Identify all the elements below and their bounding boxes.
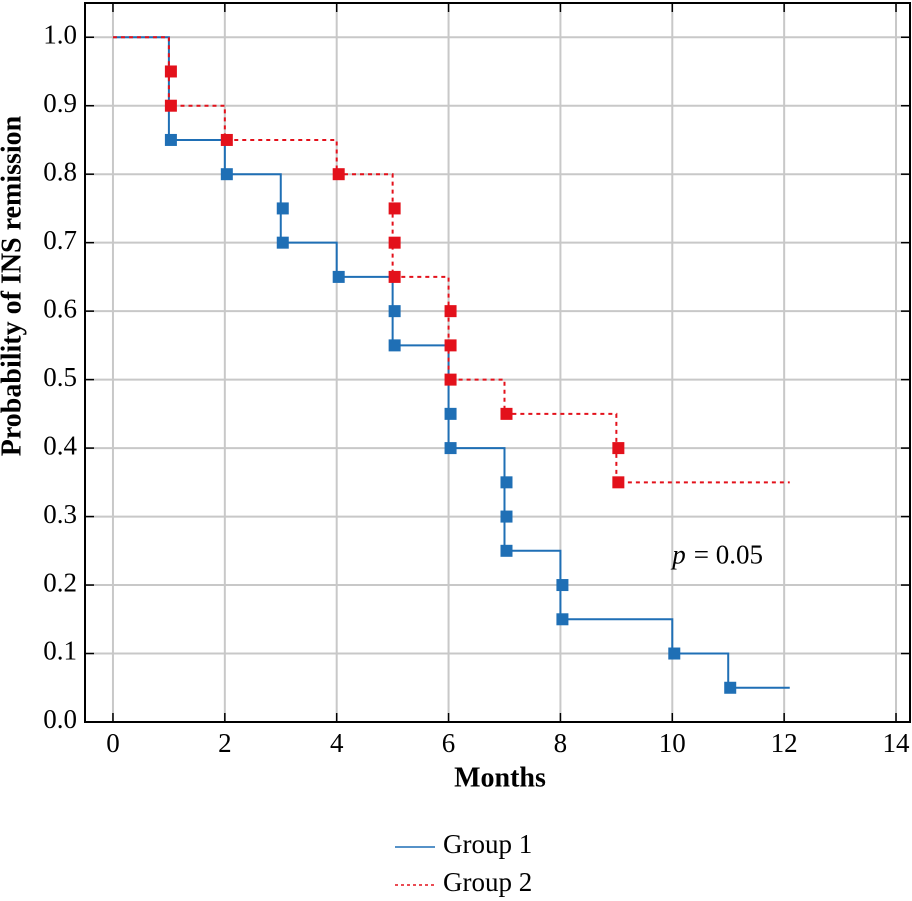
censor-marker (388, 339, 401, 352)
x-axis-label: Months (454, 762, 546, 793)
censor-marker (332, 168, 345, 181)
censor-marker (388, 270, 401, 283)
x-tick-label: 8 (554, 728, 568, 758)
y-tick-label: 0.4 (43, 430, 77, 460)
y-tick-label: 0.5 (43, 362, 77, 392)
censor-marker (388, 305, 401, 318)
censor-marker (724, 681, 737, 694)
x-tick-label: 0 (106, 728, 120, 758)
censor-marker (500, 476, 513, 489)
x-tick-label: 2 (218, 728, 232, 758)
y-tick-label: 1.0 (43, 19, 77, 49)
y-tick-label: 0.9 (43, 88, 77, 118)
x-tick-label: 12 (771, 728, 798, 758)
censor-marker (164, 65, 177, 78)
censor-marker (444, 373, 457, 386)
y-tick-label: 0.7 (43, 225, 77, 255)
y-tick-label: 0.2 (43, 567, 77, 597)
censor-marker (500, 407, 513, 420)
censor-marker (388, 236, 401, 249)
censor-marker (668, 647, 681, 660)
censor-marker (444, 339, 457, 352)
censor-marker (388, 202, 401, 215)
y-tick-label: 0.8 (43, 156, 77, 186)
legend-label: Group 2 (443, 867, 532, 897)
plot-frame (84, 2, 911, 723)
censor-marker (500, 544, 513, 557)
censor-marker (556, 613, 569, 626)
censor-marker (332, 270, 345, 283)
annotation: p = 0.05 (670, 540, 763, 570)
x-tick-label: 6 (442, 728, 456, 758)
x-tick-label: 10 (659, 728, 686, 758)
censor-marker (276, 236, 289, 249)
censor-marker (556, 579, 569, 592)
censor-marker (612, 476, 625, 489)
censor-marker (444, 442, 457, 455)
censor-marker (612, 442, 625, 455)
censor-marker (444, 305, 457, 318)
y-axis-label: Probability of INS remission (0, 115, 27, 456)
y-tick-label: 0.1 (43, 636, 77, 666)
annotation-text: = 0.05 (694, 540, 763, 570)
annotation-symbol: p (670, 540, 686, 570)
censor-marker (500, 510, 513, 523)
censor-marker (220, 133, 233, 146)
survival-line (112, 36, 790, 484)
censor-marker (444, 407, 457, 420)
y-tick-label: 0.3 (43, 499, 77, 529)
legend-label: Group 1 (443, 829, 532, 859)
y-tick-label: 0.6 (43, 293, 77, 323)
censor-marker (220, 168, 233, 181)
y-tick-label: 0.0 (43, 704, 77, 734)
survival-line (112, 36, 790, 689)
censor-marker (164, 133, 177, 146)
x-tick-label: 4 (330, 728, 344, 758)
censor-marker (276, 202, 289, 215)
x-tick-label: 14 (883, 728, 911, 758)
censor-marker (164, 99, 177, 112)
